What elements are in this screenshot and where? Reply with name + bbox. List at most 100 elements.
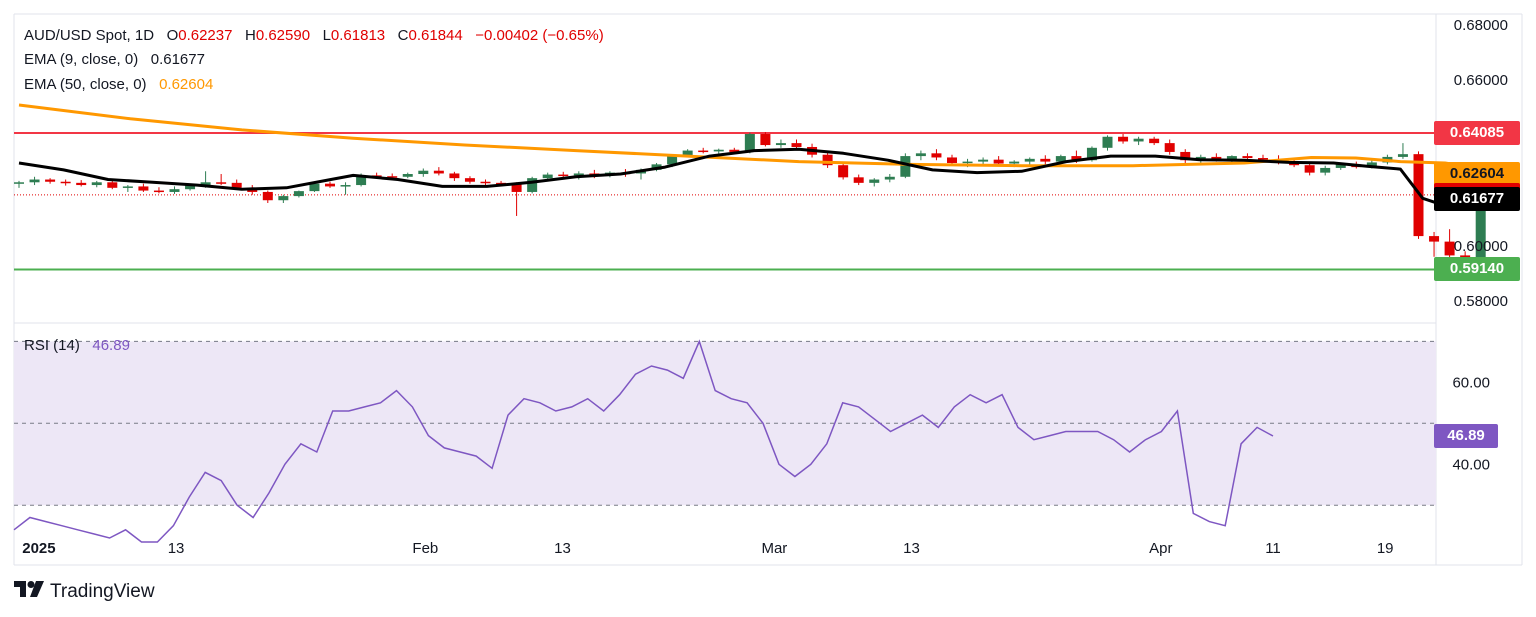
candle-body bbox=[511, 184, 522, 192]
candle-body bbox=[185, 185, 196, 190]
price-badge-resistance: 0.64085 bbox=[1434, 121, 1520, 146]
time-axis-tick-label: Mar bbox=[761, 540, 787, 557]
candle bbox=[138, 183, 149, 192]
candle-body bbox=[340, 185, 351, 187]
ema50-label: EMA (50, close, 0) bbox=[24, 76, 147, 93]
candle bbox=[511, 182, 522, 216]
candle bbox=[775, 139, 786, 148]
low-label: L bbox=[322, 27, 331, 44]
candle-body bbox=[1444, 241, 1455, 256]
candle-body bbox=[1242, 156, 1253, 159]
price-badge-ema50: 0.62604 bbox=[1434, 161, 1520, 186]
candle-body bbox=[387, 176, 398, 178]
candle bbox=[1040, 155, 1051, 165]
candle-body bbox=[993, 159, 1004, 164]
candle-body bbox=[29, 179, 40, 183]
rsi-legend[interactable]: RSI (14) 46.89 bbox=[24, 337, 130, 354]
candle-body bbox=[1320, 167, 1331, 173]
candle bbox=[822, 152, 833, 168]
candle bbox=[838, 162, 849, 180]
candle bbox=[1133, 136, 1144, 146]
candle bbox=[527, 176, 538, 194]
candle bbox=[418, 168, 429, 177]
high-value: 0.62590 bbox=[255, 27, 311, 44]
candle-body bbox=[200, 182, 211, 186]
candle bbox=[464, 176, 475, 184]
candle bbox=[791, 139, 802, 150]
candle-body bbox=[14, 182, 24, 184]
candle bbox=[1429, 231, 1440, 257]
candle bbox=[122, 185, 133, 192]
candle-body bbox=[947, 157, 957, 163]
candle-body bbox=[449, 173, 460, 179]
candle-body bbox=[262, 191, 273, 201]
close-label: C bbox=[397, 27, 409, 44]
candle bbox=[1149, 136, 1160, 146]
price-axis-tick-label: 0.68000 bbox=[1454, 17, 1508, 34]
tradingview-logo[interactable]: TradingView bbox=[14, 580, 155, 603]
candle-body bbox=[464, 178, 475, 182]
ema9-legend[interactable]: EMA (9, close, 0) 0.61677 bbox=[24, 51, 205, 68]
candle bbox=[340, 182, 351, 195]
time-axis-tick-label: 13 bbox=[903, 540, 920, 557]
rsi-value: 46.89 bbox=[92, 337, 130, 354]
candle-body bbox=[760, 134, 771, 146]
candle-body bbox=[91, 182, 102, 186]
candle-body bbox=[558, 174, 569, 177]
candle bbox=[45, 178, 56, 184]
ema9-line bbox=[18, 147, 1512, 208]
candle-body bbox=[713, 149, 724, 152]
candle-body bbox=[216, 182, 227, 184]
candle-body bbox=[309, 183, 320, 192]
rsi-value-badge: 46.89 bbox=[1434, 424, 1498, 449]
candle-body bbox=[1180, 151, 1191, 161]
candle bbox=[1397, 143, 1408, 159]
candle-body bbox=[153, 190, 164, 193]
tradingview-brand: TradingView bbox=[50, 580, 155, 602]
candle bbox=[853, 174, 864, 186]
price-axis-tick-label: 0.66000 bbox=[1454, 72, 1508, 89]
time-axis-tick-label: Apr bbox=[1149, 540, 1172, 557]
candle-body bbox=[1335, 164, 1346, 168]
price-axis-tick-label: 0.58000 bbox=[1454, 293, 1508, 310]
time-axis-tick-label: 2025 bbox=[22, 540, 55, 557]
symbol-title: AUD/USD Spot, 1D bbox=[24, 27, 155, 44]
close-value: 0.61844 bbox=[408, 27, 463, 44]
candle-body bbox=[45, 179, 56, 182]
candle-body bbox=[1460, 255, 1471, 259]
ema50-legend[interactable]: EMA (50, close, 0) 0.62604 bbox=[24, 76, 213, 93]
candle-body bbox=[791, 143, 802, 147]
candle bbox=[293, 190, 304, 198]
change-value: −0.00402 (−0.65%) bbox=[475, 27, 604, 44]
candle-body bbox=[278, 196, 289, 201]
candle-body bbox=[402, 174, 413, 177]
open-label: O bbox=[166, 27, 179, 44]
symbol-legend[interactable]: AUD/USD Spot, 1D O0.62237 H0.62590 L0.61… bbox=[24, 27, 604, 44]
candle-body bbox=[107, 182, 118, 188]
candle-body bbox=[1366, 162, 1377, 168]
candle bbox=[325, 181, 335, 188]
candle-body bbox=[1071, 156, 1082, 161]
candle bbox=[884, 174, 895, 183]
candle-body bbox=[838, 165, 849, 178]
time-axis[interactable]: 2025 13 Feb 13 Mar 13 Apr 11 19 bbox=[22, 540, 1393, 557]
candle-body bbox=[1226, 156, 1237, 160]
candle-body bbox=[744, 134, 755, 152]
rsi-axis-tick-label: 40.00 bbox=[1452, 456, 1490, 473]
candle-body bbox=[853, 177, 864, 183]
candle-body bbox=[915, 153, 926, 157]
candle-body bbox=[1118, 136, 1129, 142]
candle-body bbox=[60, 181, 71, 184]
candle-body bbox=[729, 149, 740, 152]
candle-body bbox=[480, 181, 491, 184]
candle-body bbox=[1086, 147, 1097, 161]
candle-body bbox=[325, 183, 335, 187]
candle-body bbox=[1102, 136, 1113, 148]
high-label: H bbox=[244, 27, 256, 44]
rsi-line bbox=[13, 339, 1274, 543]
candle-body bbox=[1009, 161, 1020, 164]
rsi-axis[interactable]: 60.00 40.00 bbox=[1452, 374, 1490, 473]
ema-series bbox=[18, 103, 1513, 208]
candle-body bbox=[698, 150, 709, 153]
